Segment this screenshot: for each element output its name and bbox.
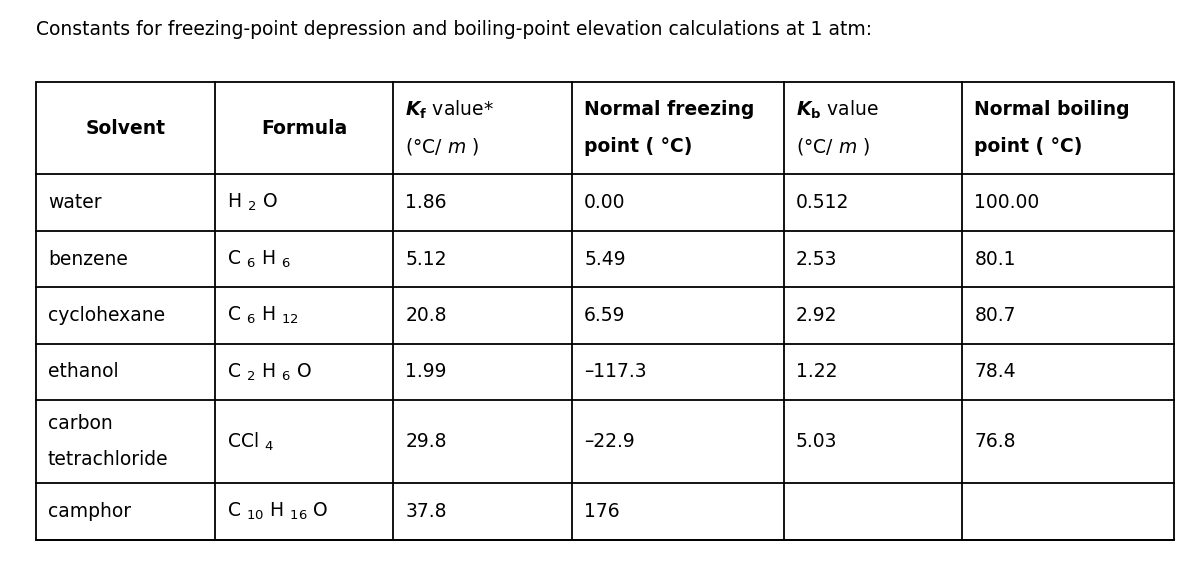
Text: –117.3: –117.3 <box>584 363 647 381</box>
Text: 1.22: 1.22 <box>796 363 838 381</box>
Text: tetrachloride: tetrachloride <box>48 450 169 470</box>
Text: 78.4: 78.4 <box>974 363 1016 381</box>
Text: camphor: camphor <box>48 502 131 521</box>
Text: 1.99: 1.99 <box>406 363 446 381</box>
Text: water: water <box>48 193 102 212</box>
Text: 2.92: 2.92 <box>796 306 838 325</box>
Text: Normal freezing: Normal freezing <box>584 100 755 119</box>
Text: 6.59: 6.59 <box>584 306 625 325</box>
Text: 80.7: 80.7 <box>974 306 1015 325</box>
Text: point ( °C): point ( °C) <box>584 137 692 156</box>
Text: Solvent: Solvent <box>85 119 166 138</box>
Text: 0.512: 0.512 <box>796 193 848 212</box>
Text: C $_{6}$ H $_{6}$: C $_{6}$ H $_{6}$ <box>227 249 290 270</box>
Text: 20.8: 20.8 <box>406 306 446 325</box>
Text: (°C/ $\mathbf{\mathit{m}}$ ): (°C/ $\mathbf{\mathit{m}}$ ) <box>796 136 870 157</box>
Text: 0.00: 0.00 <box>584 193 625 212</box>
Text: CCl $_{4}$: CCl $_{4}$ <box>227 431 274 453</box>
Text: H $_{2}$ O: H $_{2}$ O <box>227 192 277 213</box>
Text: Normal boiling: Normal boiling <box>974 100 1130 119</box>
Text: 2.53: 2.53 <box>796 250 838 268</box>
Text: point ( °C): point ( °C) <box>974 137 1082 156</box>
Text: ethanol: ethanol <box>48 363 119 381</box>
Text: Formula: Formula <box>260 119 347 138</box>
Text: C $_{10}$ H $_{16}$ O: C $_{10}$ H $_{16}$ O <box>227 501 329 522</box>
Text: 100.00: 100.00 <box>974 193 1039 212</box>
Text: 176: 176 <box>584 502 620 521</box>
Text: –22.9: –22.9 <box>584 432 635 451</box>
Text: 76.8: 76.8 <box>974 432 1015 451</box>
Text: 37.8: 37.8 <box>406 502 446 521</box>
Text: Constants for freezing-point depression and boiling-point elevation calculations: Constants for freezing-point depression … <box>36 20 872 39</box>
Text: 5.03: 5.03 <box>796 432 838 451</box>
Text: 5.49: 5.49 <box>584 250 626 268</box>
Text: C $_{6}$ H $_{12}$: C $_{6}$ H $_{12}$ <box>227 305 299 326</box>
Text: 1.86: 1.86 <box>406 193 446 212</box>
Text: carbon: carbon <box>48 414 113 433</box>
Text: 5.12: 5.12 <box>406 250 446 268</box>
Text: benzene: benzene <box>48 250 128 268</box>
Text: 80.1: 80.1 <box>974 250 1015 268</box>
Text: $\bfit{K}$$\mathbf{_b}$ value: $\bfit{K}$$\mathbf{_b}$ value <box>796 98 878 121</box>
Text: (°C/ $\mathbf{\mathit{m}}$ ): (°C/ $\mathbf{\mathit{m}}$ ) <box>406 136 480 157</box>
Text: cyclohexane: cyclohexane <box>48 306 166 325</box>
Text: $\bfit{K}$$\mathbf{_f}$ value*: $\bfit{K}$$\mathbf{_f}$ value* <box>406 98 494 121</box>
Text: C $_{2}$ H $_{6}$ O: C $_{2}$ H $_{6}$ O <box>227 362 312 383</box>
Text: 29.8: 29.8 <box>406 432 446 451</box>
